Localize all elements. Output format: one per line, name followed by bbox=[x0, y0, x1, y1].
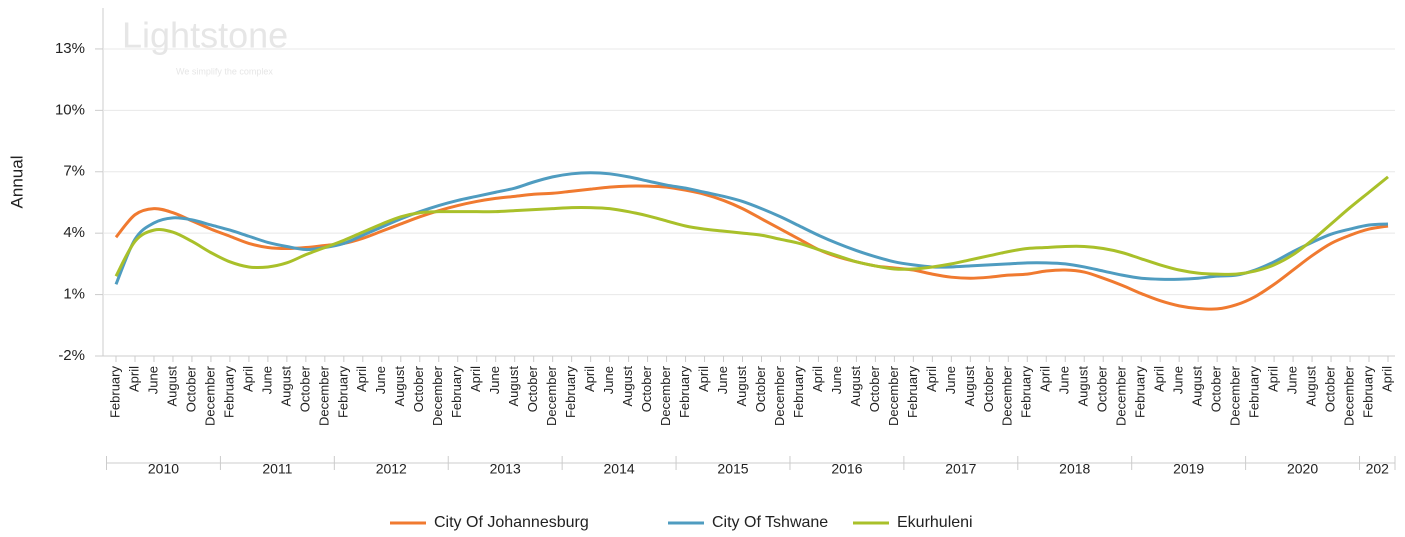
x-tick-label: December bbox=[430, 365, 445, 426]
y-axis-title: Annual bbox=[7, 156, 26, 209]
watermark-subtitle: We simplify the complex bbox=[176, 66, 273, 76]
x-tick-label: December bbox=[658, 365, 673, 426]
x-group-label: 2015 bbox=[717, 461, 748, 477]
x-tick-label: June bbox=[943, 366, 958, 394]
y-tick-label: 7% bbox=[63, 163, 85, 180]
x-tick-label: April bbox=[1379, 366, 1394, 392]
legend-label: Ekurhuleni bbox=[897, 514, 973, 531]
x-tick-label: February bbox=[449, 366, 464, 419]
x-tick-label: August bbox=[164, 366, 179, 407]
x-tick-label: June bbox=[487, 366, 502, 394]
x-tick-label: August bbox=[1303, 366, 1318, 407]
y-tick-label: -2% bbox=[58, 347, 85, 364]
x-tick-label: June bbox=[259, 366, 274, 394]
x-group-label: 2012 bbox=[376, 461, 407, 477]
x-tick-label: October bbox=[1209, 365, 1224, 412]
x-tick-label: April bbox=[1038, 366, 1053, 392]
x-group-label: 2014 bbox=[604, 461, 635, 477]
x-tick-label: June bbox=[715, 366, 730, 394]
x-tick-label: June bbox=[829, 366, 844, 394]
x-tick-label: December bbox=[886, 365, 901, 426]
x-tick-label: April bbox=[354, 366, 369, 392]
x-tick-label: October bbox=[981, 365, 996, 412]
x-tick-label: October bbox=[525, 365, 540, 412]
x-tick-label: October bbox=[639, 365, 654, 412]
x-group-label: 2018 bbox=[1059, 461, 1090, 477]
x-tick-label: October bbox=[1322, 365, 1337, 412]
x-tick-label: February bbox=[1247, 366, 1262, 419]
x-tick-label: August bbox=[848, 366, 863, 407]
x-tick-label: April bbox=[810, 366, 825, 392]
x-tick-label: April bbox=[468, 366, 483, 392]
x-tick-label: June bbox=[1171, 366, 1186, 394]
x-tick-label: February bbox=[563, 366, 578, 419]
x-tick-label: February bbox=[791, 366, 806, 419]
y-tick-label: 1% bbox=[63, 286, 85, 303]
x-tick-label: August bbox=[1190, 366, 1205, 407]
legend-label: City Of Johannesburg bbox=[434, 514, 589, 531]
x-tick-label: August bbox=[1076, 366, 1091, 407]
legend-label: City Of Tshwane bbox=[712, 514, 828, 531]
x-group-label: 202 bbox=[1366, 461, 1390, 477]
x-tick-label: December bbox=[772, 365, 787, 426]
x-tick-label: December bbox=[544, 365, 559, 426]
x-group-label: 2016 bbox=[831, 461, 862, 477]
x-tick-label: June bbox=[1285, 366, 1300, 394]
x-tick-label: December bbox=[1114, 365, 1129, 426]
x-tick-label: April bbox=[924, 366, 939, 392]
x-tick-label: February bbox=[335, 366, 350, 419]
x-tick-label: October bbox=[297, 365, 312, 412]
series-line bbox=[114, 171, 1389, 285]
x-tick-label: February bbox=[107, 366, 122, 419]
x-tick-label: April bbox=[240, 366, 255, 392]
x-group-label: 2013 bbox=[490, 461, 521, 477]
series-line bbox=[114, 184, 1389, 311]
x-tick-label: June bbox=[601, 366, 616, 394]
x-tick-label: February bbox=[1019, 366, 1034, 419]
x-tick-label: December bbox=[1000, 365, 1015, 426]
y-tick-label: 10% bbox=[55, 101, 85, 118]
x-group-label: 2017 bbox=[945, 461, 976, 477]
y-tick-label: 4% bbox=[63, 224, 85, 241]
x-group-label: 2019 bbox=[1173, 461, 1204, 477]
x-group-label: 2010 bbox=[148, 461, 179, 477]
x-tick-label: April bbox=[582, 366, 597, 392]
x-tick-label: August bbox=[734, 366, 749, 407]
x-tick-label: February bbox=[221, 366, 236, 419]
x-tick-label: August bbox=[392, 366, 407, 407]
x-tick-label: December bbox=[316, 365, 331, 426]
x-tick-label: February bbox=[905, 366, 920, 419]
x-tick-label: October bbox=[1095, 365, 1110, 412]
x-tick-label: April bbox=[126, 366, 141, 392]
x-tick-label: February bbox=[1133, 366, 1148, 419]
x-group-label: 2011 bbox=[262, 461, 292, 477]
x-tick-label: October bbox=[183, 365, 198, 412]
x-tick-label: June bbox=[1057, 366, 1072, 394]
x-tick-label: August bbox=[278, 366, 293, 407]
x-tick-label: August bbox=[962, 366, 977, 407]
x-tick-label: October bbox=[753, 365, 768, 412]
x-tick-label: August bbox=[506, 366, 521, 407]
x-tick-label: February bbox=[677, 366, 692, 419]
x-tick-label: October bbox=[411, 365, 426, 412]
x-tick-label: December bbox=[202, 365, 217, 426]
x-tick-label: December bbox=[1341, 365, 1356, 426]
x-tick-label: October bbox=[867, 365, 882, 412]
x-tick-label: April bbox=[696, 366, 711, 392]
y-tick-label: 13% bbox=[55, 40, 85, 57]
x-group-label: 2020 bbox=[1287, 461, 1318, 477]
x-tick-label: April bbox=[1152, 366, 1167, 392]
x-tick-label: December bbox=[1228, 365, 1243, 426]
x-tick-label: February bbox=[1360, 366, 1375, 419]
x-tick-label: August bbox=[620, 366, 635, 407]
x-tick-label: April bbox=[1266, 366, 1281, 392]
x-tick-label: June bbox=[373, 366, 388, 394]
series-line bbox=[114, 175, 1389, 277]
x-tick-label: June bbox=[145, 366, 160, 394]
